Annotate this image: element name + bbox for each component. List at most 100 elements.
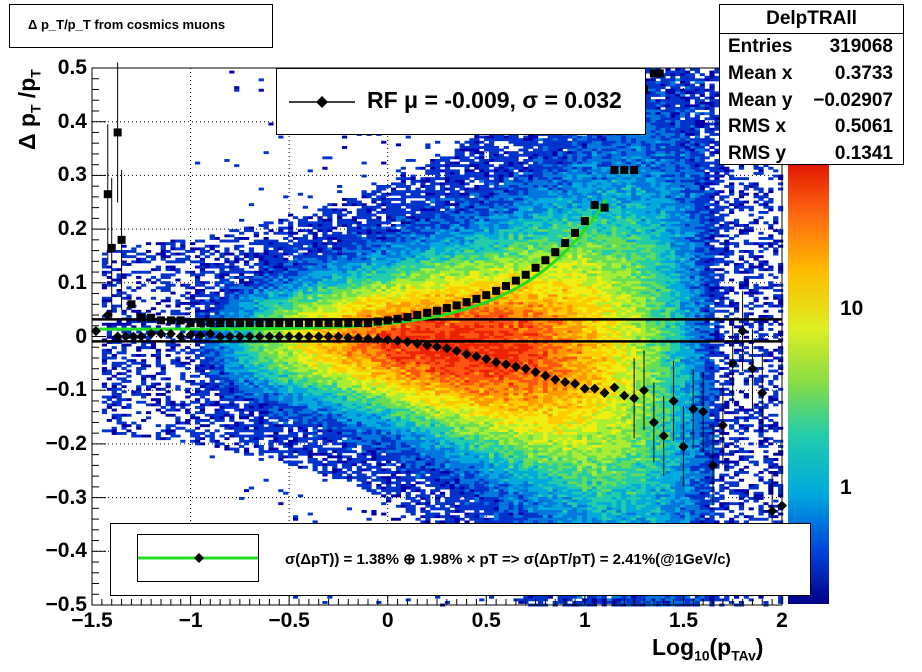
heat-cell: [361, 369, 367, 373]
heat-cell: [356, 424, 362, 428]
heat-cell: [327, 382, 333, 386]
heat-cell: [248, 307, 255, 311]
heat-cell: [317, 278, 323, 282]
heat-cell: [356, 476, 362, 480]
heat-cell: [332, 283, 338, 287]
heat-cell: [381, 260, 387, 264]
heat-cell: [175, 361, 181, 365]
heat-cell: [425, 237, 431, 240]
heat-cell: [180, 421, 186, 425]
heat-cell: [332, 231, 338, 235]
heat-cell: [400, 192, 406, 196]
heat-cell: [356, 478, 362, 482]
heat-cell: [405, 406, 411, 409]
heat-cell: [302, 452, 308, 456]
heat-cell: [400, 218, 406, 222]
heat-cell: [155, 348, 161, 352]
heat-cell: [224, 348, 230, 352]
heat-cell: [371, 382, 377, 386]
heat-cell: [204, 434, 210, 438]
heat-cell: [190, 348, 196, 352]
heat-cell: [420, 374, 426, 378]
heat-cell: [410, 346, 416, 350]
heat-cell: [381, 395, 387, 399]
heat-cell: [405, 231, 411, 235]
heat-cell: [101, 257, 108, 261]
heat-cell: [273, 346, 279, 350]
heat-cell: [258, 369, 264, 373]
heat-cell: [229, 374, 235, 378]
heat-cell: [400, 369, 406, 373]
heat-cell: [248, 291, 255, 295]
heat-cell: [415, 231, 421, 235]
heat-cell: [253, 393, 259, 396]
heat-cell: [386, 380, 392, 383]
heat-cell: [268, 406, 274, 409]
heat-cell: [288, 393, 294, 396]
heat-cell: [405, 333, 411, 337]
heat-cell: [209, 263, 215, 266]
heat-cell: [297, 416, 304, 420]
heat-cell: [126, 273, 132, 277]
heat-cell: [390, 231, 397, 235]
heat-cell: [302, 291, 308, 295]
heat-cell: [361, 442, 367, 446]
heat-cell: [224, 289, 230, 292]
heat-cell: [332, 234, 338, 238]
heat-cell: [283, 281, 289, 285]
heat-cell: [307, 244, 313, 248]
heat-cell: [420, 190, 426, 194]
heat-cell: [239, 408, 245, 412]
heat-cell: [307, 278, 313, 282]
heat-cell: [386, 203, 392, 207]
heat-cell: [317, 372, 323, 376]
heat-cell: [185, 286, 191, 290]
heat-cell: [386, 205, 392, 209]
heat-cell: [400, 460, 406, 464]
heat-cell: [425, 265, 431, 269]
heat-cell: [239, 289, 245, 292]
heat-cell: [332, 250, 338, 253]
heat-cell: [410, 486, 416, 490]
heat-cell: [239, 372, 245, 376]
heat-cell: [410, 260, 416, 264]
heat-cell: [386, 481, 392, 485]
heat-cell: [337, 278, 343, 282]
heat-cell: [288, 252, 294, 256]
heat-cell: [248, 356, 255, 360]
heat-cell: [121, 372, 127, 376]
heat-cell: [278, 426, 284, 430]
heat-cell: [366, 205, 372, 209]
heat-cell: [346, 250, 353, 253]
heat-cell: [263, 382, 269, 386]
heat-cell: [332, 385, 338, 389]
heat-cell: [405, 276, 411, 279]
heat-cell: [239, 276, 245, 279]
heat-cell: [145, 374, 152, 378]
heat-cell: [209, 291, 215, 295]
heat-cell: [248, 315, 255, 318]
heat-cell: [390, 315, 397, 318]
heat-cell: [371, 434, 377, 438]
heat-cell: [390, 393, 397, 396]
heat-cell: [155, 432, 161, 435]
heat-cell: [381, 439, 387, 443]
heat-cell: [317, 398, 323, 402]
heat-cell: [322, 213, 328, 217]
heat-cell: [248, 380, 255, 383]
heat-cell: [248, 413, 255, 417]
heat-cell: [283, 351, 289, 355]
heat-cell: [111, 322, 117, 326]
heat-cell: [234, 429, 240, 433]
heat-cell: [356, 346, 362, 350]
heat-cell: [425, 187, 431, 191]
heat-cell: [356, 434, 362, 438]
heat-cell: [420, 229, 426, 233]
heat-cell: [332, 398, 338, 402]
heat-cell: [278, 502, 284, 506]
heat-cell: [361, 213, 367, 217]
heat-cell: [390, 380, 397, 383]
heat-cell: [332, 299, 338, 303]
heat-cell: [155, 278, 161, 282]
heat-cell: [366, 211, 372, 214]
